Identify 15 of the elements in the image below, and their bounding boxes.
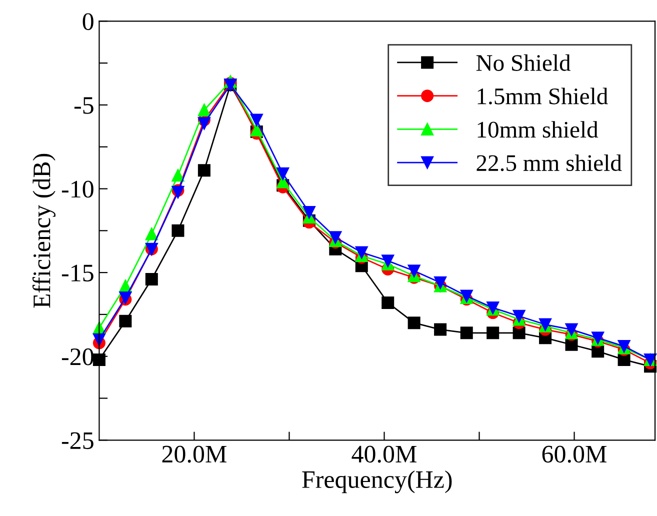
y-tick-label: -20	[62, 348, 94, 366]
y-tick-label: -25	[62, 432, 94, 450]
legend-label: 22.5 mm shield	[476, 154, 622, 172]
y-tick-label: 0	[82, 13, 94, 30]
x-tick-label: 60.0M	[542, 446, 607, 463]
legend-label: 10mm shield	[478, 121, 598, 138]
y-tick-label: -15	[62, 264, 94, 282]
y-tick-label: -10	[62, 180, 94, 198]
y-axis-title: Efficiency (dB)	[32, 154, 56, 308]
x-tick-label: 40.0M	[352, 446, 416, 463]
legend-label: No Shield	[476, 54, 571, 71]
y-tick-label: -5	[74, 97, 94, 114]
legend-label: 1.5mm Shield	[478, 88, 608, 104]
x-axis-title: Frequency(Hz)	[302, 470, 452, 494]
x-tick-label: 20.0M	[162, 446, 226, 463]
